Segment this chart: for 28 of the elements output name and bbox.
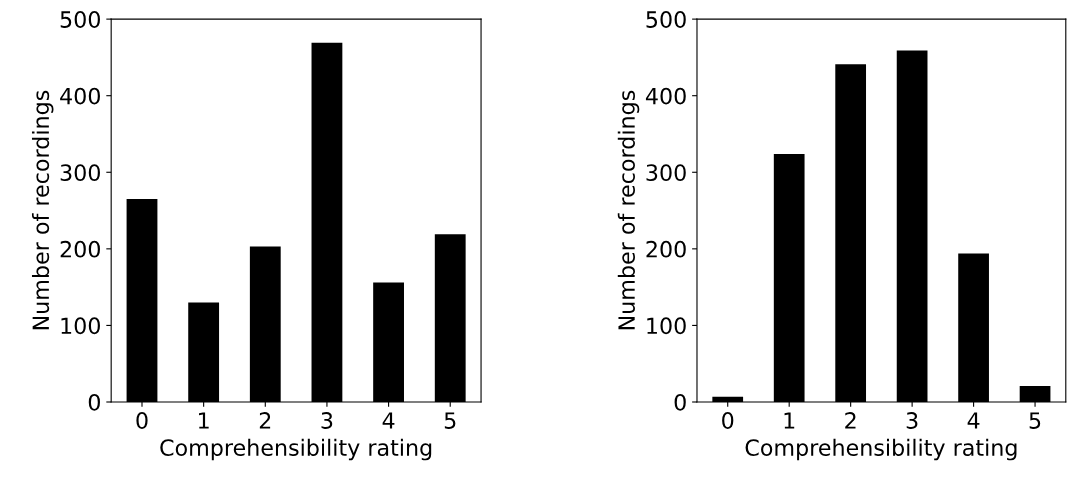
x-tick-label: 1	[784, 412, 795, 429]
y-tick-label: 500	[60, 11, 100, 28]
y-tick-label: 400	[645, 87, 686, 105]
x-tick-label: 3	[321, 412, 333, 429]
x-tick-label: 3	[906, 412, 918, 429]
y-tick-label: 200	[646, 240, 686, 258]
y-tick-label: 100	[61, 317, 100, 335]
y-tick-label: 500	[646, 11, 686, 28]
x-tick-label: 5	[1029, 412, 1041, 429]
x-axis-title: Comprehensibility rating	[160, 438, 432, 461]
y-axis-title: Number of recordings	[31, 90, 54, 330]
x-tick-label: 4	[967, 412, 980, 429]
y-tick-label: 200	[60, 240, 100, 258]
y-axis-title: Number of recordings	[617, 90, 640, 330]
x-tick-label: 0	[136, 412, 148, 429]
y-tick-label: 300	[60, 164, 100, 182]
x-axis-title: Comprehensibility rating	[745, 438, 1017, 461]
y-tick-label: 300	[646, 164, 686, 182]
x-tick-label: 4	[382, 412, 395, 429]
x-tick-label: 1	[199, 412, 209, 429]
y-tick-label: 0	[674, 393, 686, 411]
x-tick-label: 0	[722, 412, 734, 429]
x-tick-label: 5	[444, 412, 456, 429]
y-tick-label: 400	[60, 87, 100, 105]
y-tick-label: 0	[88, 393, 100, 411]
y-tick-label: 100	[647, 317, 686, 335]
x-tick-label: 2	[259, 412, 271, 429]
x-tick-label: 2	[845, 412, 856, 429]
